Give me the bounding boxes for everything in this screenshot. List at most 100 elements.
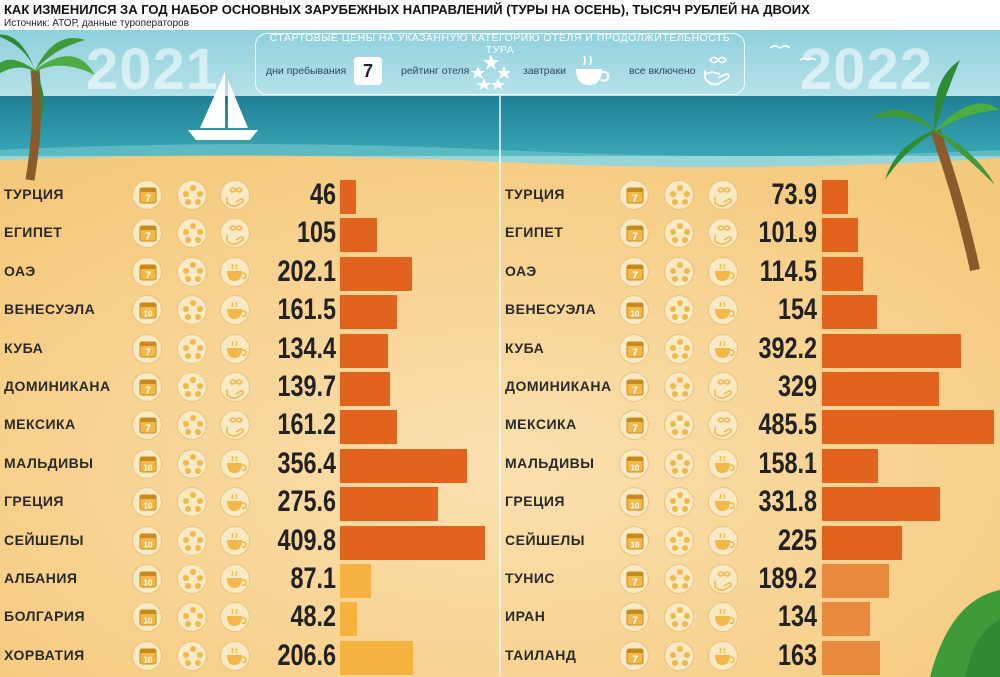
chart-source: Источник: АТОР, данные туроператоров	[4, 18, 189, 29]
category-label: КУБА	[4, 339, 44, 356]
svg-text:7: 7	[632, 616, 638, 627]
bar	[822, 564, 890, 598]
breakfast-icon	[708, 487, 738, 518]
legend-breakfast-icon	[576, 55, 610, 85]
year-label-2021: 2021	[86, 37, 220, 102]
calendar-days-icon: 7	[132, 410, 162, 441]
chart-row: КУБА 7 392.2	[0, 332, 1000, 368]
svg-text:7: 7	[632, 578, 638, 589]
calendar-days-icon: 10	[132, 525, 162, 556]
chart-row: ТАИЛАНД 7 163	[0, 639, 1000, 675]
calendar-days-icon: 7	[619, 256, 649, 287]
calendar-days-icon: 7	[619, 640, 649, 671]
bar	[822, 487, 940, 522]
svg-text:10: 10	[144, 617, 153, 626]
hotel-stars-icon	[177, 640, 207, 671]
data-label: 206.6	[277, 638, 336, 672]
chart-row: АЛБАНИЯ 10 87.1	[0, 562, 1000, 598]
calendar-days-icon: 7	[132, 333, 162, 364]
breakfast-icon	[708, 333, 738, 364]
hotel-stars-icon	[664, 525, 694, 556]
chart-row: ХОРВАТИЯ 10 206.6	[0, 638, 1000, 675]
data-label: 225	[777, 523, 817, 557]
bar	[822, 410, 995, 445]
hotel-stars-icon	[177, 372, 207, 402]
bar	[822, 602, 870, 637]
bar	[340, 295, 398, 330]
data-label: 202.1	[277, 254, 336, 288]
bar	[340, 602, 358, 637]
bar	[340, 525, 486, 560]
svg-text:7: 7	[145, 194, 151, 205]
calendar-days-icon: 10	[132, 295, 162, 326]
category-label: ТАИЛАНД	[505, 646, 577, 663]
breakfast-icon	[708, 256, 738, 287]
svg-text:10: 10	[144, 463, 153, 472]
legend-rating-label: рейтинг отеля	[401, 65, 470, 77]
hotel-stars-icon	[177, 410, 207, 441]
hotel-stars-icon	[177, 564, 207, 594]
breakfast-icon	[708, 295, 738, 326]
chart-row: ТУНИС 7 189.2	[0, 562, 1000, 598]
bar	[822, 333, 962, 368]
legend-days-label: дни пребывания	[266, 65, 347, 77]
category-label: ГРЕЦИЯ	[505, 493, 565, 510]
calendar-days-icon: 7	[619, 410, 649, 441]
hotel-stars-icon	[664, 410, 694, 441]
chart-row: ТУРЦИЯ 7 46	[0, 178, 1000, 214]
hotel-stars-icon	[177, 295, 207, 326]
calendar-days-icon: 10	[619, 525, 649, 556]
column-divider	[499, 96, 501, 676]
category-label: ГРЕЦИЯ	[4, 493, 64, 510]
chart-row: ДОМИНИКАНА 7 139.7	[0, 370, 1000, 406]
svg-text:10: 10	[631, 463, 640, 472]
year-label-2022: 2022	[800, 37, 934, 102]
calendar-days-icon: 10	[619, 487, 649, 518]
bar	[340, 410, 398, 445]
category-label: ХОРВАТИЯ	[4, 646, 85, 663]
hotel-stars-icon	[177, 487, 207, 518]
all-inclusive-icon	[708, 410, 738, 441]
chart-row: БОЛГАРИЯ 10 48.2	[0, 600, 1000, 637]
hotel-stars-icon	[664, 333, 694, 364]
svg-text:7: 7	[632, 270, 638, 281]
palm-tree-right	[870, 60, 1000, 272]
category-label: ДОМИНИКАНА	[505, 378, 612, 394]
calendar-days-icon: 10	[132, 602, 162, 633]
calendar-days-icon: 10	[132, 640, 162, 671]
category-label: БОЛГАРИЯ	[4, 608, 86, 625]
calendar-days-icon: 7	[132, 180, 162, 210]
chart-row: МЕКСИКА 7 485.5	[0, 408, 1000, 445]
category-label: ТУНИС	[505, 570, 556, 586]
bar	[340, 564, 371, 598]
hotel-stars-icon	[177, 602, 207, 633]
chart-row: СЕЙШЕЛЫ 10 409.8	[0, 524, 1000, 560]
bar	[822, 218, 859, 253]
chart-row: КУБА 7 134.4	[0, 332, 1000, 368]
category-label: ЕГИПЕТ	[505, 224, 564, 241]
category-label: ТУРЦИЯ	[505, 186, 565, 202]
svg-text:10: 10	[144, 310, 153, 319]
category-label: МАЛЬДИВЫ	[505, 454, 595, 471]
legend-title: СТАРТОВЫЕ ЦЕНЫ НА УКАЗАННУЮ КАТЕГОРИЮ ОТ…	[269, 32, 731, 56]
bar	[340, 218, 378, 253]
svg-text:10: 10	[144, 655, 153, 664]
svg-text:7: 7	[632, 424, 638, 435]
legend: СТАРТОВЫЕ ЦЕНЫ НА УКАЗАННУЮ КАТЕГОРИЮ ОТ…	[255, 32, 745, 95]
breakfast-icon	[220, 564, 250, 594]
category-label: ЕГИПЕТ	[4, 224, 63, 241]
calendar-days-icon: 7	[619, 372, 649, 402]
data-label: 87.1	[290, 562, 336, 595]
bar	[822, 256, 863, 291]
chart-row: ВЕНЕСУЭЛА 10 154	[0, 293, 1000, 330]
breakfast-icon	[220, 602, 250, 633]
data-label: 46	[309, 178, 336, 211]
breakfast-icon	[708, 602, 738, 633]
svg-text:7: 7	[632, 232, 638, 243]
svg-text:7: 7	[632, 654, 638, 665]
category-label: КУБА	[505, 339, 545, 356]
calendar-days-icon: 7	[619, 218, 649, 249]
calendar-days-icon: 10	[132, 564, 162, 594]
data-label: 73.9	[771, 178, 817, 211]
hotel-stars-icon	[177, 525, 207, 556]
